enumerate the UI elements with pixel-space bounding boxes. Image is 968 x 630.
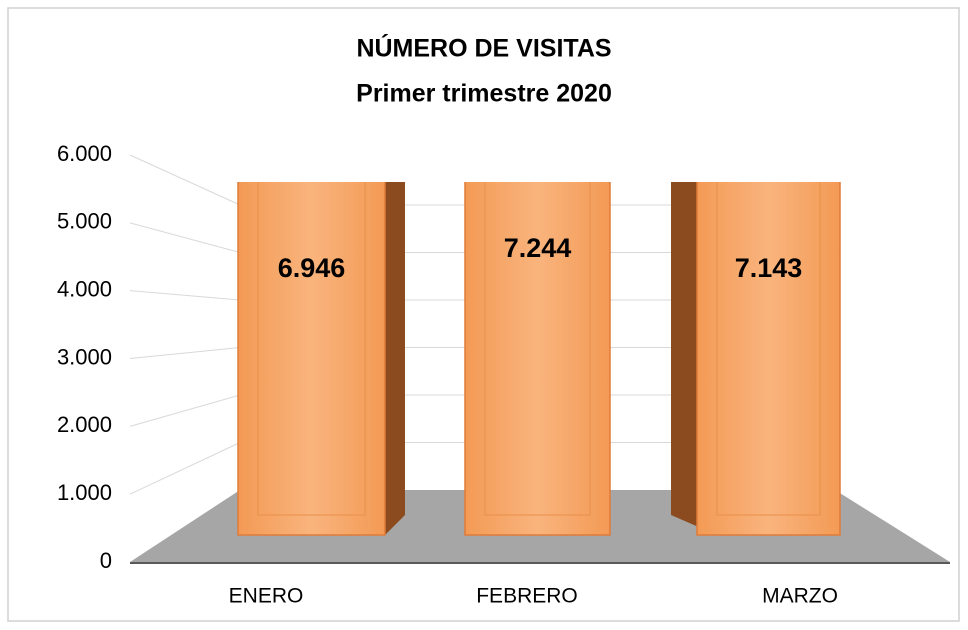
bar-inner: [716, 182, 821, 516]
bars: [237, 182, 841, 536]
bar-front: [464, 182, 611, 536]
data-label: 7.244: [504, 233, 572, 263]
data-label: 6.946: [278, 253, 346, 283]
grid-line: [129, 222, 241, 253]
bar-inner: [484, 182, 591, 516]
bar-front: [696, 182, 841, 536]
y-tick-label: 1.000: [57, 480, 112, 505]
y-tick-label: 4.000: [57, 276, 112, 301]
grid-line: [129, 394, 241, 427]
y-tick-label: 6.000: [57, 141, 112, 166]
y-tick-label: 2.000: [57, 412, 112, 437]
bar-side: [385, 182, 405, 535]
bar-inner: [257, 182, 366, 516]
labels: 6.946 ENERO 7.244 FEBRERO 7.143 MARZO: [229, 233, 838, 607]
bar-front: [237, 182, 386, 536]
x-tick-label: MARZO: [762, 585, 838, 608]
data-label: 7.143: [735, 253, 803, 283]
x-tick-label: FEBRERO: [476, 585, 578, 608]
x-tick-label: ENERO: [229, 585, 304, 608]
chart-subtitle: Primer trimestre 2020: [356, 80, 612, 108]
bar: [671, 182, 841, 536]
chart-title: NÚMERO DE VISITAS: [356, 33, 611, 63]
y-tick-label: 5.000: [57, 209, 112, 234]
bar: [237, 182, 405, 536]
grid-line: [129, 290, 241, 301]
y-tick-label: 0: [100, 548, 112, 573]
bar: [464, 182, 611, 536]
y-tick-label: 3.000: [57, 344, 112, 369]
grid-line: [129, 347, 241, 359]
grid-line: [129, 442, 241, 495]
grid-line: [129, 154, 241, 206]
